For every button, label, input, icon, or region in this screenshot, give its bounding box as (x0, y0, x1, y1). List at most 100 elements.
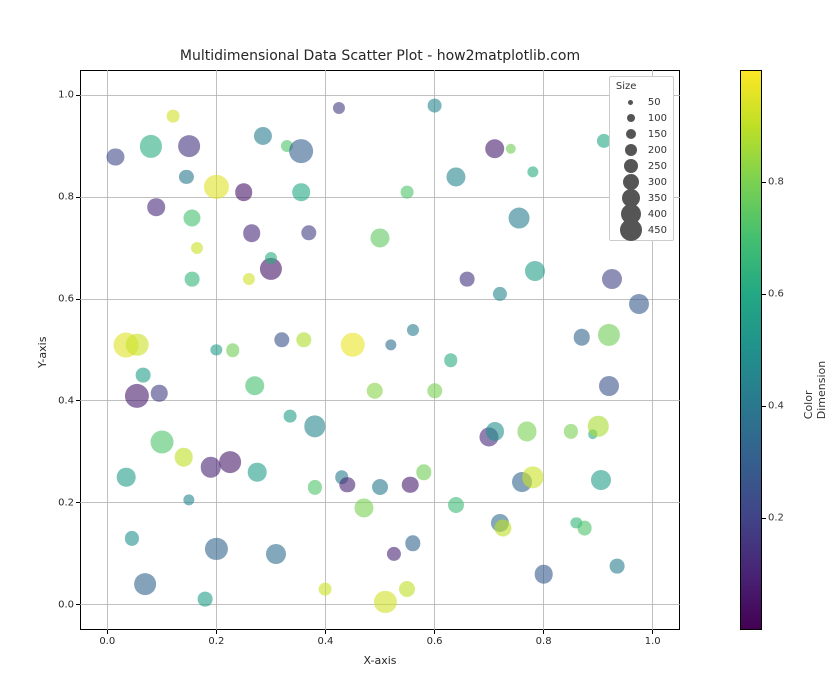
scatter-marker (319, 583, 332, 596)
scatter-marker (522, 467, 543, 488)
legend-label: 100 (648, 113, 667, 124)
colorbar-tick-label: 0.2 (768, 513, 784, 524)
colorbar-tick-mark (762, 518, 766, 519)
gridline-h (80, 197, 680, 198)
scatter-marker (140, 135, 162, 157)
scatter-marker (183, 495, 194, 506)
scatter-marker (525, 261, 545, 281)
ytick-mark (76, 604, 80, 605)
scatter-marker (372, 479, 388, 495)
colorbar-gradient (740, 70, 762, 630)
xtick-mark (325, 630, 326, 634)
legend-label: 200 (648, 145, 667, 156)
xtick-label: 0.6 (427, 636, 443, 647)
y-axis-label: Y-axis (36, 337, 49, 368)
size-legend: Size50100150200250300350400450 (609, 76, 674, 241)
ytick-mark (76, 400, 80, 401)
scatter-marker (248, 463, 267, 482)
xtick-label: 1.0 (645, 636, 661, 647)
xtick-mark (107, 630, 108, 634)
scatter-marker (460, 271, 475, 286)
legend-label: 250 (648, 161, 667, 172)
xtick-mark (216, 630, 217, 634)
scatter-marker (126, 334, 149, 357)
legend-label: 450 (648, 225, 667, 236)
legend-row: 100 (616, 110, 667, 126)
scatter-marker (629, 294, 649, 314)
scatter-marker (296, 332, 311, 347)
xtick-label: 0.8 (536, 636, 552, 647)
scatter-marker (226, 343, 240, 357)
scatter-marker (405, 536, 420, 551)
scatter-marker (125, 531, 139, 545)
legend-row: 50 (616, 94, 667, 110)
scatter-marker (292, 183, 310, 201)
scatter-marker (385, 339, 396, 350)
scatter-axes: 0.00.20.40.60.81.00.00.20.40.60.81.0Size… (80, 70, 680, 630)
scatter-marker (274, 332, 289, 347)
scatter-marker (591, 470, 611, 490)
legend-row: 250 (616, 158, 667, 174)
scatter-marker (151, 385, 168, 402)
scatter-marker (448, 497, 464, 513)
ytick-mark (76, 502, 80, 503)
scatter-marker (125, 384, 149, 408)
colorbar-tick-label: 0.8 (768, 177, 784, 188)
colorbar-tick-mark (762, 182, 766, 183)
scatter-marker (494, 520, 511, 537)
scatter-marker (266, 544, 286, 564)
gridline-h (80, 502, 680, 503)
scatter-marker (577, 521, 592, 536)
scatter-marker (243, 224, 261, 242)
legend-swatch (627, 114, 635, 122)
scatter-marker (174, 448, 193, 467)
scatter-marker (166, 109, 179, 122)
legend-swatch (620, 219, 642, 241)
legend-row: 300 (616, 174, 667, 190)
legend-swatch (624, 159, 638, 173)
ytick-label: 0.0 (52, 599, 74, 610)
colorbar-tick-mark (762, 406, 766, 407)
scatter-marker (211, 344, 222, 355)
scatter-marker (340, 477, 355, 492)
gridline-h (80, 95, 680, 96)
legend-swatch (628, 100, 633, 105)
scatter-marker (506, 144, 516, 154)
axes-border (80, 70, 680, 630)
scatter-marker (205, 537, 227, 559)
scatter-marker (201, 457, 221, 477)
legend-label: 50 (648, 97, 661, 108)
legend-label: 300 (648, 177, 667, 188)
gridline-v (434, 70, 435, 630)
gridline-h (80, 400, 680, 401)
scatter-marker (204, 175, 228, 199)
x-axis-label: X-axis (80, 654, 680, 667)
legend-label: 400 (648, 209, 667, 220)
scatter-marker (374, 591, 396, 613)
scatter-marker (178, 135, 200, 157)
legend-row: 150 (616, 126, 667, 142)
scatter-marker (284, 410, 297, 423)
ytick-label: 0.4 (52, 395, 74, 406)
scatter-marker (610, 559, 625, 574)
scatter-marker (366, 382, 383, 399)
legend-swatch (623, 174, 639, 190)
scatter-marker (117, 468, 136, 487)
xtick-label: 0.2 (208, 636, 224, 647)
scatter-marker (427, 383, 442, 398)
colorbar-tick-label: 0.4 (768, 401, 784, 412)
chart-title: Multidimensional Data Scatter Plot - how… (80, 48, 680, 64)
legend-swatch (625, 144, 637, 156)
scatter-marker (534, 565, 553, 584)
colorbar-tick-label: 0.6 (768, 289, 784, 300)
scatter-marker (518, 422, 537, 441)
scatter-marker (602, 269, 622, 289)
scatter-marker (527, 166, 538, 177)
legend-row: 200 (616, 142, 667, 158)
colorbar: 0.20.40.60.8 (740, 70, 762, 630)
scatter-marker (416, 464, 431, 479)
scatter-marker (219, 451, 241, 473)
scatter-marker (198, 592, 213, 607)
xtick-mark (543, 630, 544, 634)
gridline-v (325, 70, 326, 630)
